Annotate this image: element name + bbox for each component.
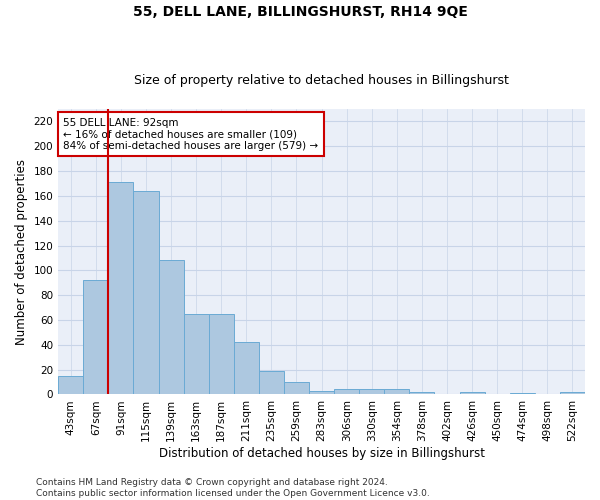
Bar: [158, 260, 184, 394]
Bar: [133, 191, 158, 394]
Y-axis label: Number of detached properties: Number of detached properties: [15, 158, 28, 344]
Bar: [560, 392, 585, 394]
Bar: [309, 390, 334, 394]
Bar: [109, 182, 133, 394]
Bar: [184, 314, 209, 394]
Text: 55, DELL LANE, BILLINGSHURST, RH14 9QE: 55, DELL LANE, BILLINGSHURST, RH14 9QE: [133, 5, 467, 19]
Bar: [460, 392, 485, 394]
Bar: [409, 392, 434, 394]
Bar: [385, 390, 409, 394]
Text: 55 DELL LANE: 92sqm
← 16% of detached houses are smaller (109)
84% of semi-detac: 55 DELL LANE: 92sqm ← 16% of detached ho…: [64, 118, 319, 151]
Text: Contains HM Land Registry data © Crown copyright and database right 2024.
Contai: Contains HM Land Registry data © Crown c…: [36, 478, 430, 498]
Bar: [259, 371, 284, 394]
X-axis label: Distribution of detached houses by size in Billingshurst: Distribution of detached houses by size …: [158, 447, 485, 460]
Bar: [284, 382, 309, 394]
Bar: [234, 342, 259, 394]
Bar: [359, 390, 385, 394]
Bar: [83, 280, 109, 394]
Title: Size of property relative to detached houses in Billingshurst: Size of property relative to detached ho…: [134, 74, 509, 87]
Bar: [334, 390, 359, 394]
Bar: [510, 393, 535, 394]
Bar: [209, 314, 234, 394]
Bar: [58, 376, 83, 394]
